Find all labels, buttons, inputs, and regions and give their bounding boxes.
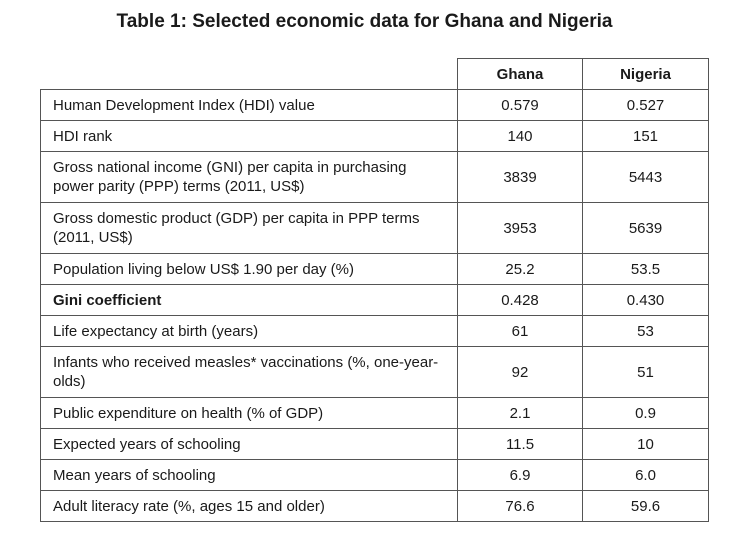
ghana-value: 2.1	[457, 397, 583, 429]
nigeria-value: 59.6	[582, 490, 709, 522]
ghana-value: 61	[457, 315, 583, 347]
table-row: Gross domestic product (GDP) per capita …	[40, 202, 709, 254]
ghana-value: 76.6	[457, 490, 583, 522]
row-label: Life expectancy at birth (years)	[40, 315, 458, 347]
table-row: Human Development Index (HDI) value 0.579…	[40, 89, 709, 121]
table-row: Adult literacy rate (%, ages 15 and olde…	[40, 490, 709, 522]
nigeria-value: 6.0	[582, 459, 709, 491]
empty-corner-cell	[40, 58, 458, 90]
column-header-ghana: Ghana	[457, 58, 583, 90]
row-label: Public expenditure on health (% of GDP)	[40, 397, 458, 429]
column-header-nigeria: Nigeria	[582, 58, 709, 90]
row-label: Human Development Index (HDI) value	[40, 89, 458, 121]
ghana-value: 0.428	[457, 284, 583, 316]
row-label: HDI rank	[40, 120, 458, 152]
table-header-row: Ghana Nigeria	[40, 58, 709, 90]
table-row: Public expenditure on health (% of GDP) 2…	[40, 397, 709, 429]
nigeria-value: 53	[582, 315, 709, 347]
ghana-value: 3839	[457, 151, 583, 203]
table-row: Life expectancy at birth (years) 61 53	[40, 315, 709, 347]
row-label: Population living below US$ 1.90 per day…	[40, 253, 458, 285]
table-row: Mean years of schooling 6.9 6.0	[40, 459, 709, 491]
table-row: Expected years of schooling 11.5 10	[40, 428, 709, 460]
nigeria-value: 0.527	[582, 89, 709, 121]
nigeria-value: 0.430	[582, 284, 709, 316]
table-row: Gini coefficient 0.428 0.430	[40, 284, 709, 316]
table-row: HDI rank 140 151	[40, 120, 709, 152]
nigeria-value: 51	[582, 346, 709, 398]
nigeria-value: 5443	[582, 151, 709, 203]
economic-data-table: Ghana Nigeria Human Development Index (H…	[40, 58, 709, 522]
row-label: Infants who received measles* vaccinatio…	[40, 346, 458, 398]
ghana-value: 11.5	[457, 428, 583, 460]
ghana-value: 6.9	[457, 459, 583, 491]
row-label: Gross domestic product (GDP) per capita …	[40, 202, 458, 254]
table-row: Gross national income (GNI) per capita i…	[40, 151, 709, 203]
ghana-value: 0.579	[457, 89, 583, 121]
ghana-value: 3953	[457, 202, 583, 254]
nigeria-value: 0.9	[582, 397, 709, 429]
nigeria-value: 53.5	[582, 253, 709, 285]
row-label: Gini coefficient	[40, 284, 458, 316]
table-title: Table 1: Selected economic data for Ghan…	[116, 11, 613, 32]
row-label: Expected years of schooling	[40, 428, 458, 460]
table-row: Infants who received measles* vaccinatio…	[40, 346, 709, 398]
nigeria-value: 5639	[582, 202, 709, 254]
row-label: Mean years of schooling	[40, 459, 458, 491]
nigeria-value: 10	[582, 428, 709, 460]
ghana-value: 25.2	[457, 253, 583, 285]
row-label: Gross national income (GNI) per capita i…	[40, 151, 458, 203]
table-row: Population living below US$ 1.90 per day…	[40, 253, 709, 285]
row-label: Adult literacy rate (%, ages 15 and olde…	[40, 490, 458, 522]
nigeria-value: 151	[582, 120, 709, 152]
ghana-value: 92	[457, 346, 583, 398]
ghana-value: 140	[457, 120, 583, 152]
